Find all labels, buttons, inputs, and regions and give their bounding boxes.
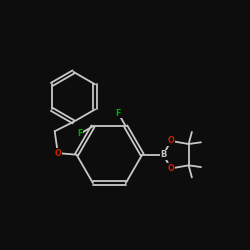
Text: F: F (116, 109, 121, 118)
Text: O: O (168, 136, 174, 145)
Text: O: O (54, 148, 61, 158)
Text: B: B (160, 150, 166, 159)
Text: F: F (77, 129, 83, 138)
Text: O: O (168, 164, 174, 173)
